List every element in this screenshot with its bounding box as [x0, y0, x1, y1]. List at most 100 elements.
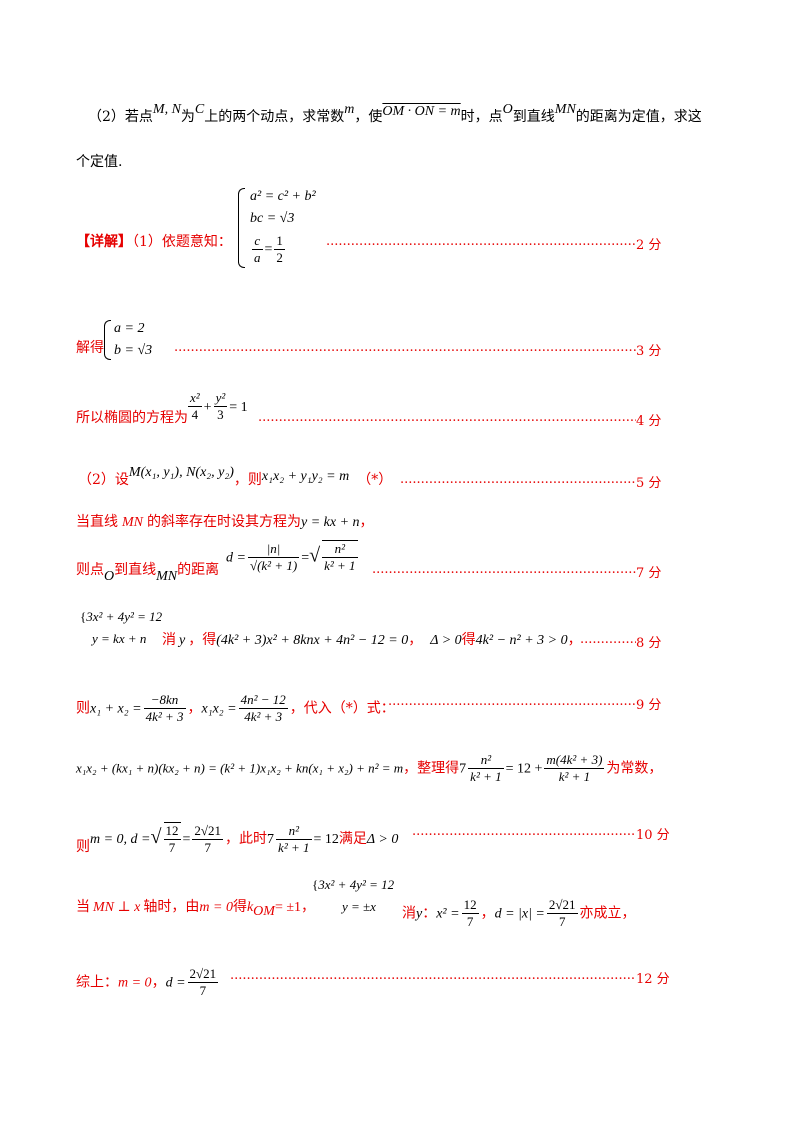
expand-n: n² [468, 752, 504, 769]
score-1: 2 分 [636, 238, 662, 253]
elim-line: 消 y ，得(4k² + 3)x² + 8knx + 4n² − 12 = 0， Δ … [162, 630, 582, 651]
perp-text-a: 当 [76, 899, 90, 915]
vieta-text-a: 则 [76, 700, 90, 717]
perp-line-2: 消y：x² = 12 7 ，d = |x| = 2√21 7 亦成立， [402, 897, 636, 930]
q2-text-b: 为 [180, 109, 195, 125]
vieta-sep: ， [187, 700, 202, 717]
ell-3: 3 [217, 407, 224, 422]
set-then: ，则 [233, 472, 262, 488]
question-2-line-2: 个定值. [76, 152, 122, 172]
frac-2: 2 [276, 250, 283, 266]
slope-eq: y = kx + n [301, 515, 360, 530]
dots-7: ........................................… [388, 694, 636, 709]
then-delta: Δ > 0 [366, 832, 399, 847]
set-line: （2）设M(x₁, y₁), N(x₂, y₂)，则x₁x₂ + y₁y₂ = … [78, 465, 393, 491]
dist-num1: |n| [247, 541, 300, 558]
elim-delta-eq: 4k² − n² + 3 > 0 [475, 633, 568, 648]
summary-line: 综上：m = 0，d = 2√21 7 [76, 966, 220, 999]
perp-text-c: 得 [232, 899, 247, 915]
elim-y: y [179, 633, 186, 648]
expand-d2: k² + 1 [558, 769, 591, 784]
score-9: 12 分 [636, 972, 670, 987]
perp-k2: = ±1 [274, 900, 302, 915]
score-5: 7 分 [636, 566, 662, 581]
then-eq2: = [182, 832, 191, 847]
distance-eq: d = |n| √(k² + 1) =√ n² k² + 1 [226, 540, 358, 573]
score-4: 5 分 [636, 476, 662, 491]
vieta-n2: 4n² − 12 [238, 692, 288, 709]
q2-origin: O [502, 102, 513, 117]
score-8: 10 分 [636, 828, 670, 843]
then-7: 7 [267, 832, 275, 847]
q2-text-g: 的距离为定值，求这 [575, 109, 702, 125]
set-points: M(x₁, y₁), N(x₂, y₂) [128, 465, 234, 480]
q2-text-a: （2）若点 [88, 109, 153, 125]
expand-eq2: = 12 + [505, 761, 543, 777]
perp-mn: MN ⊥ x [93, 900, 141, 915]
set-star: （*） [357, 472, 393, 488]
dist-text-b: 到直线 [114, 562, 157, 578]
elim-text-b: ，得 [188, 632, 217, 648]
q2-text-d: ，使 [354, 109, 383, 125]
slope-line: 当直线 MN 的斜率存在时设其方程为y = kx + n， [76, 512, 374, 533]
frac-1: 1 [274, 233, 285, 251]
solve-text: 解得 [76, 340, 104, 356]
sys4-eq1: 3x² + 4y² = 12 [318, 877, 395, 892]
dots-9: ........................................… [230, 968, 636, 983]
sum-text-a: 综上： [76, 974, 118, 991]
perp-d: 7 [466, 914, 474, 929]
perp-k: k [246, 900, 254, 915]
score-3: 4 分 [636, 414, 662, 429]
then-text-c: 满足 [338, 831, 367, 847]
dots-1: ........................................… [326, 234, 636, 249]
q2-vector-eq: OM · ON = m [382, 104, 461, 119]
dist-num2: n² [322, 541, 358, 558]
dots-6: ............... [580, 632, 636, 647]
score-6: 8 分 [636, 636, 662, 651]
then-text-a: 则 [76, 839, 90, 855]
system-3: {3x² + 4y² = 12 y = kx + n [80, 606, 162, 650]
then-d2: 7 [204, 839, 211, 855]
then-line: 则m = 0, d =√ 12 7 = 2√21 7 ，此时7 n² k² + 1 = 12满足Δ… [76, 822, 398, 856]
solve-line: 解得 [76, 338, 104, 358]
solution-p1-text: （1）依题意知： [132, 234, 232, 250]
q2-text-c: 上的两个动点，求常数 [204, 109, 345, 125]
perp-sep: ， [480, 905, 495, 922]
perp-n2: 2√21 [546, 897, 578, 914]
sys1-eq1: a² = c² + b² [250, 189, 316, 204]
system-1: a² = c² + b² bc = √3 c a = 1 2 [238, 186, 316, 270]
q2-line2: 个定值. [76, 154, 123, 170]
elim-eq: (4k² + 3)x² + 8knx + 4n² − 12 = 0 [216, 633, 409, 648]
vieta-d1: 4k² + 3 [145, 709, 184, 724]
perp-dx: d = |x| = [494, 906, 545, 922]
q2-text-e: 时，点 [460, 109, 503, 125]
vieta-line: 则x₁ + x₂ = −8kn 4k² + 3 ，x₁x₂ = 4n² − 12 4k² … [76, 692, 395, 725]
expand-n2: m(4k² + 3) [544, 752, 605, 769]
ellipse-eq: x² 4 + y² 3 = 1 [188, 390, 248, 422]
dots-3: ........................................… [258, 410, 636, 425]
dist-eq2: = [301, 550, 310, 566]
dots-8: ........................................… [412, 824, 636, 839]
expand-d: k² + 1 [470, 769, 502, 784]
sum-sep: ， [151, 974, 166, 991]
elim-delta: Δ > 0 [430, 633, 462, 648]
perp-end: ， [301, 899, 316, 915]
slope-end: ， [359, 514, 374, 530]
sys3-eq1: 3x² + 4y² = 12 [86, 609, 163, 624]
q2-curve-c: C [194, 102, 205, 117]
perp-text-b: 轴时，由 [143, 899, 200, 915]
perp-sub: OM [253, 903, 275, 919]
solution-part1: 【详解】（1）依题意知： [76, 232, 232, 252]
perp-colon: ： [422, 905, 437, 922]
vieta-prod: x₁x₂ = [201, 701, 237, 717]
expand-7: 7 [459, 761, 467, 777]
expand-text-c: 为常数， [606, 760, 663, 777]
sys4-eq2: y = ±x [342, 899, 376, 914]
frac-c: c [252, 233, 263, 251]
score-2: 3 分 [636, 344, 662, 359]
then-d3: k² + 1 [278, 839, 310, 855]
q2-points-mn: M, N [152, 102, 181, 117]
perp-n: 12 [461, 897, 479, 914]
